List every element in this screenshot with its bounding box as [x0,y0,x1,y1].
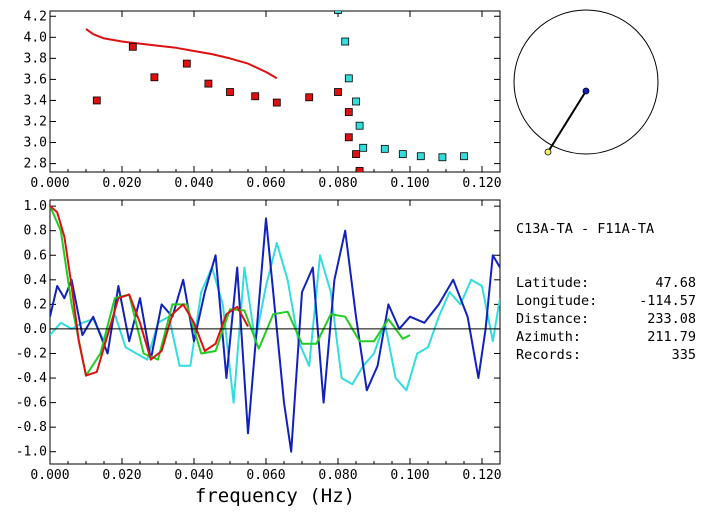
station-pair: C13A-TA - F11A-TA [516,221,655,237]
x-tick-label: 0.020 [102,176,141,191]
y-tick-label: 0.2 [24,297,47,312]
y-tick-label: -0.8 [16,420,47,435]
x-tick-label: 0.020 [102,468,141,483]
azimuth-line [547,90,587,153]
y-tick-label: 4.0 [24,30,47,45]
y-tick-label: -0.4 [16,371,47,386]
data-point-cyan [334,11,342,14]
data-point-red [182,59,191,68]
data-point-red [344,108,353,116]
y-tick-label: 3.0 [24,136,47,151]
y-tick-label: 1.0 [24,199,47,214]
y-tick-label: 0.6 [24,248,47,263]
y-tick-label: 0.4 [24,273,48,288]
info-value: -114.57 [639,293,696,309]
y-tick-label: 0.8 [24,224,47,239]
y-tick-label: 3.4 [24,93,48,108]
data-point-cyan [352,97,360,106]
info-key: Longitude: [516,293,598,309]
data-point-cyan [380,144,389,153]
station-a-dot [582,87,590,95]
data-point-red [355,167,364,172]
y-tick-label: 4.2 [24,9,47,24]
info-value: 335 [671,347,696,363]
series-line-green [50,205,411,377]
x-tick-label: 0.060 [246,176,285,191]
info-value: 211.79 [647,329,696,345]
x-tick-label: 0.000 [30,468,69,483]
series-line-red [85,28,278,80]
y-tick-label: 3.2 [24,114,47,129]
data-point-red [305,93,314,102]
data-point-red [92,96,101,105]
x-axis-label: frequency (Hz) [195,485,355,507]
info-key: Records: [516,347,582,363]
top-velocity-plot: 0.000 0.020 0.040 0.060 0.080 0.100 0.120 2.8 3.… [24,9,502,191]
plot-frame [49,199,501,465]
x-tick-label: 0.060 [246,468,285,483]
info-row: Latitude: 47.68 [516,274,696,292]
x-tick-label: 0.120 [462,176,501,191]
bottom-spectrum-plot: 0.000 0.020 0.040 0.060 0.080 0.100 0.120 -1.0 -… [16,199,502,483]
y-tick-label: 3.6 [24,72,47,87]
data-point-red [272,98,281,107]
info-row: Distance: 233.08 [516,310,696,328]
x-tick-label: 0.120 [462,468,501,483]
data-point-red [150,73,159,82]
data-point-red [204,79,213,88]
info-key: Azimuth: [516,329,582,345]
data-point-red [226,88,234,96]
info-value: 47.68 [655,275,696,291]
series-line-red [50,205,249,377]
x-tick-label: 0.040 [174,468,213,483]
data-point-cyan [416,152,425,161]
station-b-dot [544,148,552,156]
data-point-red [334,88,342,96]
data-point-red [352,150,360,159]
azimuth-compass [513,9,659,156]
series-line-cyan [50,242,500,404]
plot-frame [49,10,501,173]
info-row: Records: 335 [516,346,696,364]
info-row: Azimuth: 211.79 [516,328,696,346]
x-tick-label: 0.080 [318,468,357,483]
data-point-cyan [344,74,353,83]
y-tick-label: 0.0 [24,322,47,337]
data-point-cyan [398,150,407,159]
x-tick-label: 0.040 [174,176,213,191]
y-tick-label: -0.2 [16,346,47,361]
x-tick-label: 0.000 [30,176,69,191]
y-tick-label: 3.8 [24,51,47,66]
x-tick-label: 0.100 [390,176,429,191]
y-tick-label: -1.0 [16,445,47,460]
info-key: Distance: [516,311,590,327]
y-tick-label: -0.6 [16,396,47,411]
x-tick-label: 0.100 [390,468,429,483]
data-point-cyan [341,37,350,46]
data-point-cyan [359,143,368,152]
series-line-blue [50,217,500,453]
data-point-cyan [355,121,364,130]
data-point-red [344,133,353,142]
info-value: 233.08 [647,311,696,327]
info-key: Latitude: [516,275,590,291]
data-point-cyan [460,152,468,161]
data-point-red [128,42,137,51]
info-panel: C13A-TA - F11A-TA Latitude: 47.68 Longitud… [516,184,696,382]
info-row: Longitude: -114.57 [516,292,696,310]
y-tick-label: 2.8 [24,157,47,172]
compass-circle [513,9,659,155]
data-point-red [251,92,260,101]
data-point-cyan [438,153,447,162]
x-tick-label: 0.080 [318,176,357,191]
